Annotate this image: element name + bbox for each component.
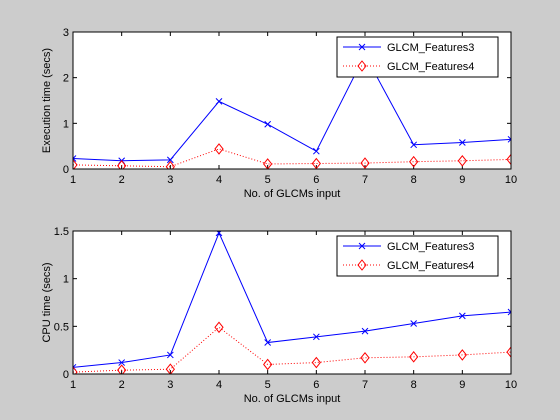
legend: GLCM_Features3 GLCM_Features4 — [337, 236, 498, 276]
legend-label-0: GLCM_Features3 — [387, 42, 474, 54]
x-tick-label: 3 — [167, 174, 173, 186]
x-tick-label: 8 — [411, 174, 417, 186]
y-axis-label: CPU time (secs) — [41, 262, 53, 342]
y-tick-label: 1.5 — [54, 226, 69, 238]
x-tick-label: 2 — [119, 379, 125, 391]
legend-label-0: GLCM_Features3 — [387, 241, 474, 253]
x-tick-label: 6 — [313, 379, 319, 391]
x-tick-label: 7 — [362, 174, 368, 186]
y-tick-label: 1 — [63, 274, 69, 286]
x-axis-label: No. of GLCMs input — [244, 393, 341, 405]
y-tick-label: 1 — [63, 118, 69, 130]
y-tick-label: 3 — [63, 27, 69, 39]
x-tick-label: 7 — [362, 379, 368, 391]
x-tick-label: 8 — [411, 379, 417, 391]
x-tick-label: 1 — [70, 174, 76, 186]
cpu-time-chart: 1 2 3 4 5 6 7 8 9 10 0 0.5 1 1.5 No. of GLCMs input CPU… — [41, 226, 517, 405]
x-tick-label: 5 — [265, 174, 271, 186]
x-tick-label: 9 — [459, 379, 465, 391]
x-tick-label: 10 — [505, 174, 517, 186]
x-tick-label: 10 — [505, 379, 517, 391]
legend-label-1: GLCM_Features4 — [387, 61, 474, 73]
x-axis-label: No. of GLCMs input — [244, 188, 341, 200]
legend: GLCM_Features3 GLCM_Features4 — [337, 37, 498, 77]
y-tick-label: 2 — [63, 73, 69, 85]
y-tick-label: 0 — [63, 369, 69, 381]
x-tick-label: 3 — [167, 379, 173, 391]
x-tick-label: 5 — [265, 379, 271, 391]
x-tick-label: 9 — [459, 174, 465, 186]
x-tick-label: 4 — [216, 174, 222, 186]
x-tick-label: 2 — [119, 174, 125, 186]
legend-label-1: GLCM_Features4 — [387, 260, 474, 272]
y-axis-label: Execution time (secs) — [41, 48, 53, 153]
x-tick-label: 4 — [216, 379, 222, 391]
y-tick-label: 0 — [63, 164, 69, 176]
x-tick-label: 1 — [70, 379, 76, 391]
y-tick-label: 0.5 — [54, 321, 69, 333]
x-tick-label: 6 — [313, 174, 319, 186]
